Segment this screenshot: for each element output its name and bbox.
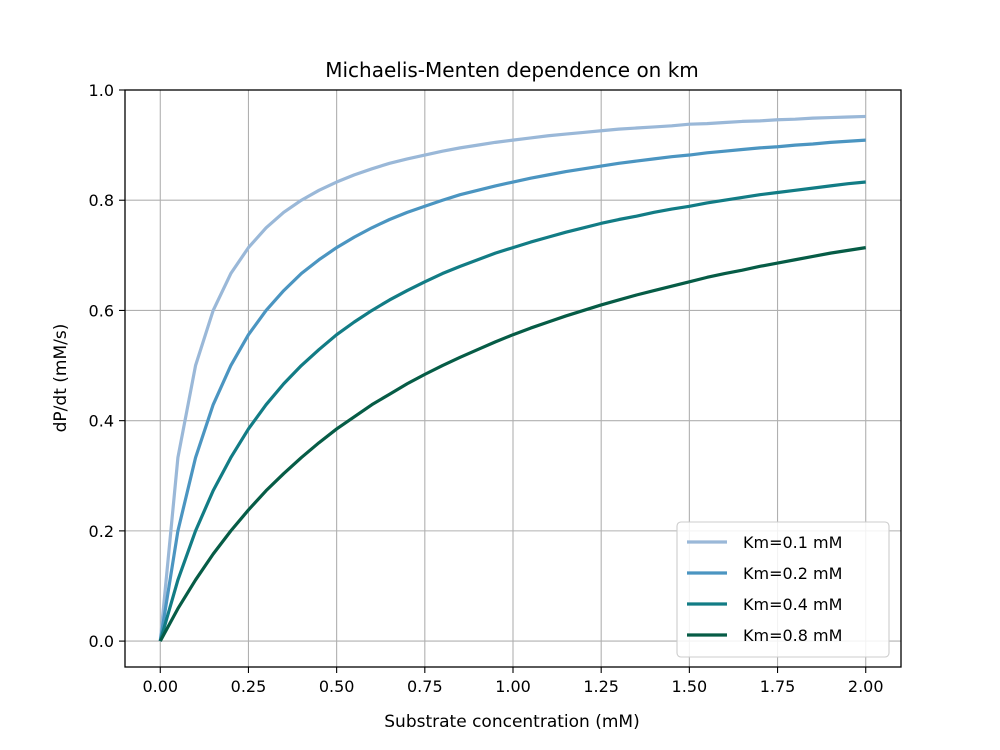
y-tick-label: 0.0 bbox=[89, 632, 114, 651]
legend-label: Km=0.8 mM bbox=[743, 626, 842, 645]
x-axis-label: Substrate concentration (mM) bbox=[384, 712, 639, 732]
legend-label: Km=0.2 mM bbox=[743, 564, 842, 583]
y-tick-label: 1.0 bbox=[89, 81, 114, 100]
y-tick-label: 0.8 bbox=[89, 191, 114, 210]
series-line-2 bbox=[158, 138, 866, 642]
x-tick-label: 0.00 bbox=[142, 677, 178, 696]
legend: Km=0.1 mM Km=0.2 mM Km=0.4 mM Km=0.8 mM bbox=[676, 521, 890, 658]
y-axis-label: dP/dt (mM/s) bbox=[51, 324, 71, 433]
x-tick-label: 0.50 bbox=[319, 677, 355, 696]
x-tick-label: 2.00 bbox=[848, 677, 884, 696]
series-line-4 bbox=[158, 246, 866, 642]
y-tick-label: 0.6 bbox=[89, 301, 114, 320]
legend-box bbox=[676, 521, 890, 658]
x-tick-label: 1.50 bbox=[672, 677, 708, 696]
x-tick-label: 0.25 bbox=[231, 677, 267, 696]
series-line-1 bbox=[158, 114, 866, 642]
y-tick-label: 0.2 bbox=[89, 522, 114, 541]
chart-title: Michaelis-Menten dependence on km bbox=[325, 58, 699, 82]
x-tick-label: 1.00 bbox=[495, 677, 531, 696]
series-line-3 bbox=[158, 180, 866, 642]
x-tick-label: 1.25 bbox=[583, 677, 619, 696]
legend-label: Km=0.4 mM bbox=[743, 595, 842, 614]
x-tick-label: 1.75 bbox=[760, 677, 796, 696]
y-tick-label: 0.4 bbox=[89, 412, 114, 431]
legend-label: Km=0.1 mM bbox=[743, 533, 842, 552]
x-tick-label: 0.75 bbox=[407, 677, 443, 696]
axis-ticks: 0.00 0.25 0.50 0.75 1.00 1.25 1.50 1.75 2.00 0.0 0… bbox=[89, 81, 884, 696]
plot-series bbox=[158, 114, 866, 642]
